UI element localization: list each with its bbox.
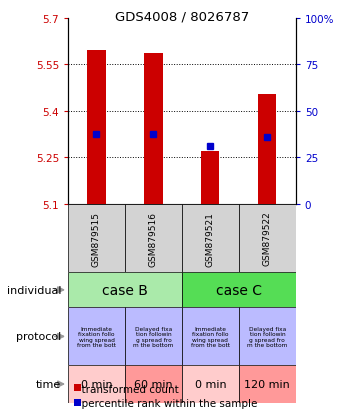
Text: Delayed fixa
tion followin
g spread fro
m the bottom: Delayed fixa tion followin g spread fro …: [133, 326, 174, 347]
Bar: [239, 204, 296, 273]
Text: 60 min: 60 min: [134, 379, 173, 389]
Bar: [258, 95, 276, 204]
Text: GSM879515: GSM879515: [92, 211, 101, 266]
Text: GSM879521: GSM879521: [206, 211, 215, 266]
Bar: [87, 51, 106, 204]
Text: case B: case B: [102, 283, 148, 297]
Bar: [201, 152, 220, 204]
Text: percentile rank within the sample: percentile rank within the sample: [75, 398, 257, 408]
Bar: [68, 308, 125, 366]
Text: case C: case C: [216, 283, 262, 297]
Text: 120 min: 120 min: [244, 379, 290, 389]
Bar: [68, 366, 125, 403]
Text: protocol: protocol: [16, 332, 61, 342]
Bar: [182, 273, 296, 308]
Text: Immediate
fixation follo
wing spread
from the bott: Immediate fixation follo wing spread fro…: [77, 326, 116, 347]
Text: GDS4008 / 8026787: GDS4008 / 8026787: [115, 11, 249, 24]
Bar: [239, 308, 296, 366]
Text: Delayed fixa
tion followin
g spread fro
m the bottom: Delayed fixa tion followin g spread fro …: [247, 326, 288, 347]
Bar: [125, 308, 182, 366]
Text: Immediate
fixation follo
wing spread
from the bott: Immediate fixation follo wing spread fro…: [191, 326, 230, 347]
Text: individual: individual: [7, 285, 61, 295]
Bar: [125, 204, 182, 273]
Bar: [68, 273, 182, 308]
Text: 0 min: 0 min: [194, 379, 226, 389]
Bar: [182, 204, 239, 273]
Bar: [182, 308, 239, 366]
Text: time: time: [36, 379, 61, 389]
Bar: [182, 366, 239, 403]
Bar: [68, 204, 125, 273]
Text: transformed count: transformed count: [75, 384, 178, 394]
Text: GSM879516: GSM879516: [149, 211, 158, 266]
Text: 0 min: 0 min: [81, 379, 112, 389]
Bar: [144, 54, 163, 204]
Bar: [239, 366, 296, 403]
Bar: [125, 366, 182, 403]
Text: GSM879522: GSM879522: [263, 211, 272, 266]
